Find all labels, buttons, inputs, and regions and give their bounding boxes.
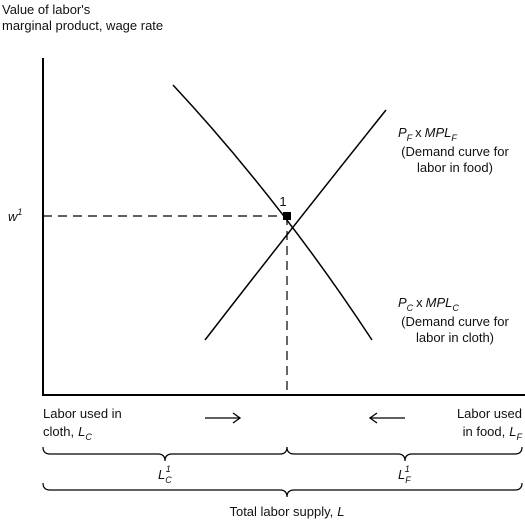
cloth-curve-note: labor in cloth)	[416, 330, 494, 345]
cloth-curve-label: PC x MPLC	[398, 295, 459, 313]
arrows	[205, 412, 405, 424]
dashed-guides	[43, 215, 288, 394]
operator: x	[416, 295, 423, 310]
food-demand-curve	[204, 109, 387, 341]
food-curve-label: PF x MPLF	[398, 125, 457, 143]
food-curve-note: (Demand curve for	[401, 144, 509, 159]
cloth-axis-label: Labor used in	[43, 406, 122, 421]
symbol: L	[158, 467, 165, 482]
y-axis-label: marginal product, wage rate	[2, 18, 163, 33]
y-axis-label: Value of labor's	[2, 2, 91, 17]
sub: F	[451, 133, 457, 143]
symbol: L	[78, 424, 85, 439]
sub: C	[165, 475, 172, 485]
cloth-curve-note: (Demand curve for	[401, 314, 509, 329]
cloth-axis-label: cloth, LC	[43, 424, 92, 442]
food-curve-note: labor in food)	[417, 160, 493, 175]
braces	[42, 446, 523, 498]
sup: 1	[166, 464, 171, 474]
sub: C	[85, 432, 92, 442]
sub: F	[405, 475, 411, 485]
axes	[42, 58, 525, 396]
operator: x	[415, 125, 422, 140]
sup: 1	[405, 464, 410, 474]
symbol: L	[337, 504, 344, 519]
sub: F	[407, 133, 413, 143]
mpl: MPL	[425, 125, 452, 140]
text: in food,	[463, 424, 506, 439]
equilibrium-label: 1	[279, 194, 286, 209]
wage-symbol: w	[8, 209, 19, 224]
text: cloth,	[43, 424, 74, 439]
total-label: Total labor supply, L	[229, 504, 344, 519]
wage-superscript: 1	[17, 207, 22, 217]
food-axis-label: Labor used	[457, 406, 522, 421]
symbol: L	[398, 467, 405, 482]
food-labor-label: LF1	[398, 464, 411, 485]
sub: C	[452, 303, 459, 313]
sub: F	[517, 432, 523, 442]
cloth-labor-label: LC1	[158, 464, 172, 485]
sub: C	[407, 303, 414, 313]
price: P	[398, 295, 407, 310]
mpl: MPL	[426, 295, 453, 310]
symbol: L	[509, 424, 516, 439]
equilibrium-point	[283, 212, 291, 220]
cloth-demand-curve	[172, 84, 373, 341]
text: Total labor supply,	[229, 504, 333, 519]
wage-label: w1	[8, 207, 22, 224]
food-axis-label: in food, LF	[463, 424, 523, 442]
price: P	[398, 125, 407, 140]
